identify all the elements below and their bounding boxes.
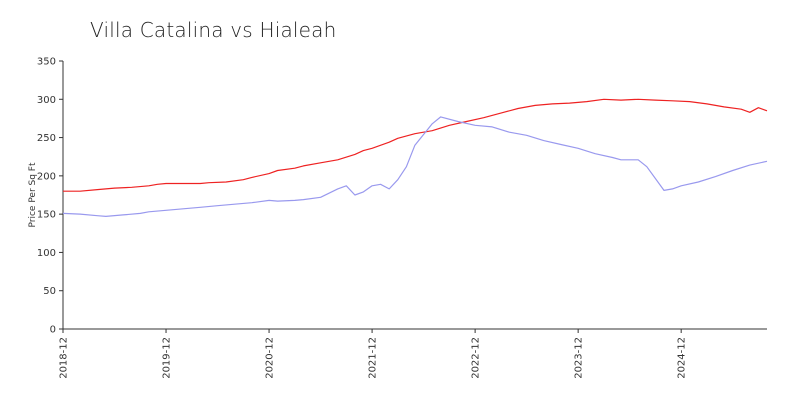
x-tick-label: 2019-12 [162,337,173,379]
axes: 0 50 100 150 200 250 300 350 Price Per Sq Ft 2018… [28,57,767,379]
y-tick-label: 0 [50,325,56,336]
x-tick-label: 2023-12 [574,337,585,379]
y-tick-label: 50 [43,286,56,297]
series-layer [62,98,768,217]
y-tick-label: 250 [37,133,56,144]
y-tick-label: 200 [37,171,56,182]
y-tick-label: 350 [37,57,56,68]
series-line-2 [62,116,768,217]
chart-title: Villa Catalina vs Hialeah [90,18,337,42]
x-tick-label: 2022-12 [471,337,482,379]
x-tick-label: 2021-12 [368,337,379,379]
y-tick-label: 300 [37,95,56,106]
y-tick-label: 150 [37,210,56,221]
x-tick-label: 2018-12 [59,337,70,379]
series-line-1 [63,98,768,192]
x-tick-label: 2024-12 [677,337,688,379]
x-tick-label: 2020-12 [265,337,276,379]
y-axis-title: Price Per Sq Ft [28,162,38,227]
y-tick-label: 100 [37,248,56,259]
